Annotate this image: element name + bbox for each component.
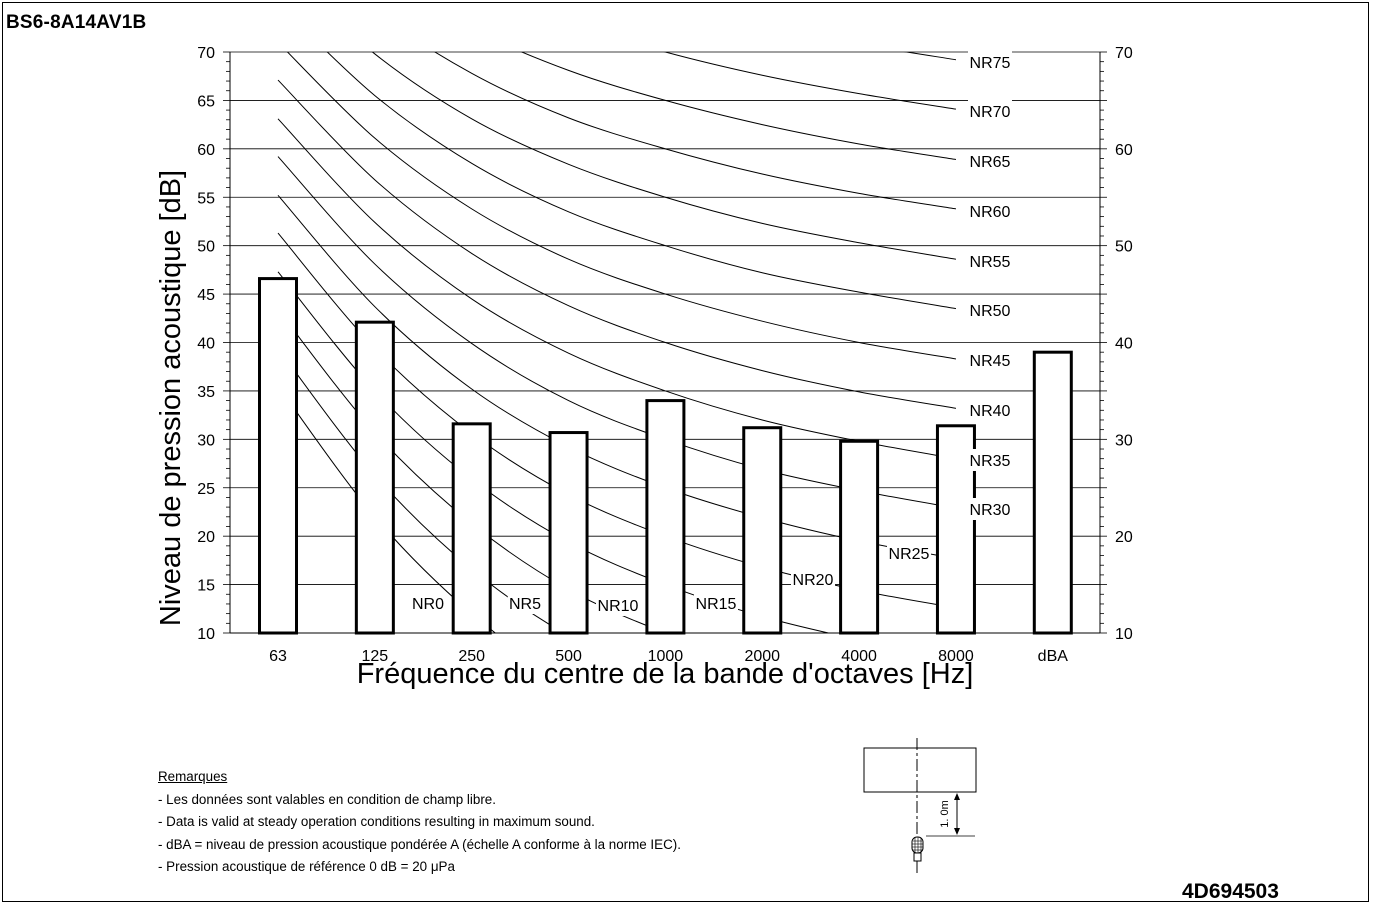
y2-tick-label: 60: [1115, 142, 1133, 159]
note-line: - Data is valid at steady operation cond…: [158, 814, 595, 830]
y-tick-label: 50: [197, 239, 215, 256]
note-line: - dBA = niveau de pression acoustique po…: [158, 836, 681, 852]
nr-label: NR5: [509, 596, 541, 613]
nr-curve: [903, 52, 957, 61]
y-tick-label: 15: [197, 578, 215, 595]
nr-label-bg: [968, 498, 1012, 520]
nr-label: NR75: [970, 55, 1011, 72]
bar: [1032, 350, 1073, 635]
x-tick-label: 2000: [744, 648, 780, 665]
distance-label: 1. 0m: [939, 800, 951, 828]
bars: [258, 277, 1073, 635]
notes-heading: Remarques: [158, 769, 228, 784]
nr-label: NR25: [889, 546, 930, 563]
nr-label: NR10: [598, 598, 639, 615]
axes: 10 15 20 25 30 35 40 45 50 55 60 65 70 10 20 30 40 50 60 70…: [197, 45, 1133, 665]
nr-curve-labels: NR0 NR5 NR10 NR15 NR20 NR25 NR30 NR35 NR40 NR45 NR…: [410, 51, 1012, 616]
nr-curve: [277, 118, 957, 460]
nr-label-bg: [410, 592, 446, 614]
model-title: BS6-8A14AV1B: [6, 12, 147, 33]
bar: [645, 399, 686, 635]
note-line: - Pression acoustique de référence 0 dB …: [158, 859, 455, 875]
nr-label-bg: [968, 200, 1012, 222]
nr-label: NR60: [970, 204, 1011, 221]
x-tick-label: 500: [555, 648, 582, 665]
y2-tick-label: 40: [1115, 336, 1133, 353]
y-tick-label: 45: [197, 287, 215, 304]
bar: [742, 426, 783, 635]
y2-tick-label: 20: [1115, 529, 1133, 546]
bar: [258, 277, 298, 635]
nr-curve: [371, 52, 957, 260]
nr-label-bg: [968, 150, 1012, 172]
nr-label: NR65: [970, 154, 1011, 171]
nr-label: NR35: [970, 453, 1011, 470]
y2-tick-label: 70: [1115, 45, 1133, 62]
x-tick-label: 125: [361, 648, 388, 665]
y2-tick-label: 50: [1115, 239, 1133, 256]
nr-label-bg: [968, 51, 1012, 73]
x-tick-label: 4000: [841, 648, 877, 665]
nr-label-bg: [596, 594, 640, 616]
y-tick-label: 55: [197, 190, 215, 207]
y-tick-label: 35: [197, 384, 215, 401]
y-tick-label: 60: [197, 142, 215, 159]
x-tick-label: 8000: [938, 648, 974, 665]
nr-label: NR70: [970, 104, 1011, 121]
nr-curve: [277, 194, 957, 559]
nr-label: NR40: [970, 403, 1011, 420]
bar: [839, 439, 880, 635]
y-tick-label: 40: [197, 336, 215, 353]
nr-curve: [326, 52, 957, 310]
note-line: - Les données sont valables en condition…: [158, 791, 496, 807]
nr-label: NR45: [970, 353, 1011, 370]
nr-label-bg: [968, 100, 1012, 122]
y-tick-label: 20: [197, 529, 215, 546]
nr-label-bg: [968, 399, 1012, 421]
y-tick-label: 30: [197, 432, 215, 449]
nr-label-bg: [507, 592, 543, 614]
nr-label: NR15: [696, 596, 737, 613]
nr-label-bg: [791, 568, 835, 590]
nr-curve: [520, 52, 957, 160]
microphone-icon: [911, 836, 924, 873]
nr-label: NR50: [970, 303, 1011, 320]
measurement-diagram: 1. 0m: [863, 738, 977, 873]
y2-tick-label: 10: [1115, 626, 1133, 643]
nr-label-bg: [968, 449, 1012, 471]
nr-curve: [277, 156, 957, 509]
x-tick-label: 250: [458, 648, 485, 665]
nr-curve: [277, 79, 957, 409]
bar: [354, 320, 395, 635]
y-tick-label: 65: [197, 93, 215, 110]
nr-label: NR55: [970, 254, 1011, 271]
y2-tick-label: 30: [1115, 432, 1133, 449]
bar: [548, 431, 589, 635]
nr-label-bg: [887, 542, 931, 564]
nr-label: NR0: [412, 596, 444, 613]
x-tick-label: 63: [269, 648, 287, 665]
nr-curve: [663, 52, 957, 110]
y-tick-label: 70: [197, 45, 215, 62]
document-number: 4D694503: [1182, 880, 1279, 903]
notes: Remarques - Les données sont valables en…: [158, 766, 681, 879]
x-tick-label: 1000: [648, 648, 684, 665]
nr-label-bg: [968, 349, 1012, 371]
nr-label: NR30: [970, 502, 1011, 519]
nr-label-bg: [968, 250, 1012, 272]
nr-curve: [286, 52, 957, 360]
x-axis-label: Fréquence du centre de la bande d'octave…: [357, 658, 974, 690]
x-tick-label: dBA: [1038, 648, 1069, 665]
nr-label-bg: [694, 592, 738, 614]
nr-label: NR20: [793, 572, 834, 589]
y-tick-label: 25: [197, 481, 215, 498]
nr-curve: [433, 52, 957, 210]
bar: [451, 422, 492, 635]
y-axis-label: Niveau de pression acoustique [dB]: [155, 170, 187, 626]
y-tick-label: 10: [197, 626, 215, 643]
nr-label-bg: [968, 299, 1012, 321]
